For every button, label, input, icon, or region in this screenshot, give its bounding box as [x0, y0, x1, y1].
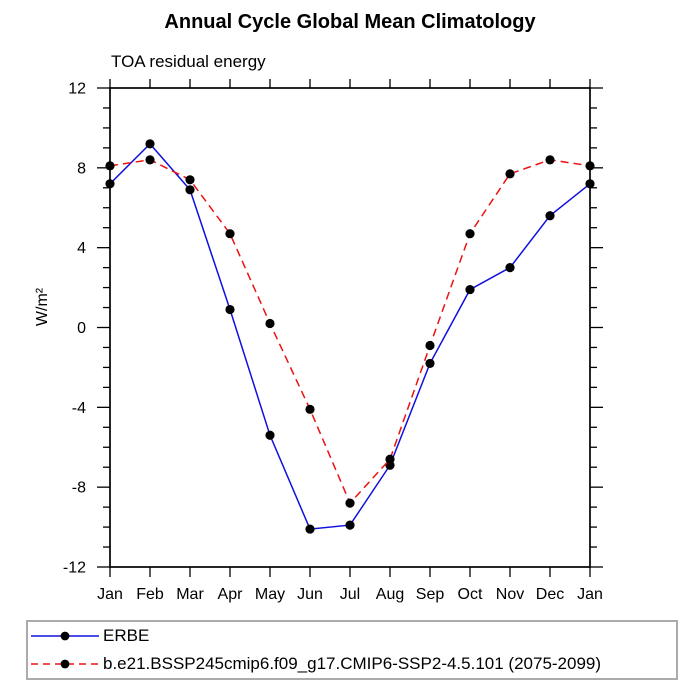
data-point	[105, 179, 115, 189]
x-tick-label: Jun	[297, 586, 323, 603]
y-tick-label: 8	[77, 160, 86, 177]
plot-area: Jan Feb Mar Apr May Jun Jul Aug Sep Oct Nov Dec Jan-…	[63, 79, 603, 603]
legend: ERBE b.e21.BSSP245cmip6.f09_g17.CMIP6-SS…	[26, 620, 678, 680]
data-point	[105, 161, 115, 171]
data-point	[505, 169, 515, 179]
legend-item-erbe: ERBE	[30, 624, 676, 648]
x-tick-label: Sep	[416, 586, 445, 603]
data-point	[145, 155, 155, 165]
data-point	[545, 211, 555, 221]
data-point	[225, 304, 235, 315]
data-point	[185, 185, 195, 195]
data-point	[265, 430, 275, 440]
data-point	[145, 139, 155, 149]
data-point	[305, 404, 315, 414]
data-point	[585, 179, 595, 189]
x-tick-label: Feb	[136, 586, 164, 603]
y-tick-label: 4	[77, 240, 86, 257]
data-point	[345, 520, 355, 530]
legend-sample-model	[31, 659, 99, 669]
data-point	[385, 454, 395, 464]
x-tick-label: Apr	[218, 586, 244, 603]
x-tick-label: Oct	[458, 586, 483, 603]
legend-marker-icon	[60, 631, 70, 641]
data-point	[225, 229, 235, 239]
x-tick-label: Aug	[376, 586, 404, 603]
x-tick-label: Jan	[97, 586, 123, 603]
x-tick-label: Jul	[340, 586, 360, 603]
series-line	[109, 142, 591, 530]
plot-frame	[109, 87, 591, 568]
legend-label-erbe: ERBE	[103, 626, 150, 645]
x-tick-label: Jan	[577, 586, 603, 603]
legend-sample-erbe	[31, 631, 99, 641]
x-tick-label: May	[255, 586, 285, 603]
legend-label-model: b.e21.BSSP245cmip6.f09_g17.CMIP6-SSP2-4.…	[103, 654, 602, 673]
y-tick-label: 0	[77, 320, 86, 337]
x-tick-label: Nov	[496, 586, 524, 603]
legend-item-model: b.e21.BSSP245cmip6.f09_g17.CMIP6-SSP2-4.…	[30, 652, 676, 676]
data-point	[465, 229, 475, 239]
series-erbe	[105, 139, 595, 534]
y-tick-label: -12	[63, 560, 86, 577]
y-tick-label: -4	[72, 400, 86, 417]
legend-marker-icon	[60, 659, 70, 669]
data-point	[545, 155, 555, 165]
data-point	[265, 318, 275, 329]
data-point	[505, 263, 515, 273]
chart-title: Annual Cycle Global Mean Climatology	[164, 11, 536, 33]
x-tick-label: Dec	[536, 586, 564, 603]
x-tick-label: Mar	[176, 586, 204, 603]
data-point	[425, 358, 435, 369]
chart-subtitle: TOA residual energy	[111, 52, 266, 71]
data-point	[185, 175, 195, 185]
x-axis-ticks	[109, 79, 591, 577]
data-point	[345, 498, 355, 508]
data-point	[585, 161, 595, 171]
data-point	[305, 524, 315, 534]
data-point	[425, 340, 435, 351]
y-tick-label: 12	[68, 81, 86, 98]
y-axis-ticks	[97, 87, 603, 568]
series-line	[109, 159, 591, 505]
series-model	[105, 155, 595, 508]
y-tick-label: -8	[72, 480, 86, 497]
data-point	[465, 284, 475, 295]
